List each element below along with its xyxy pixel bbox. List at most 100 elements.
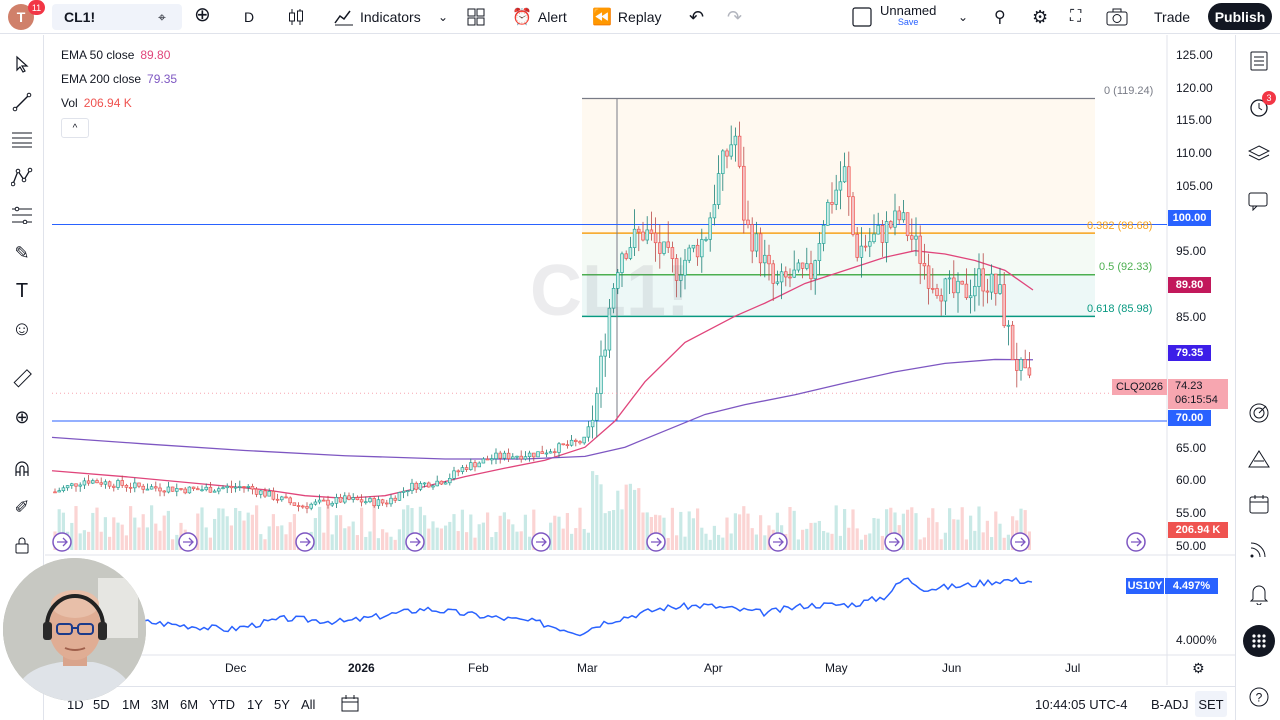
templates-icon[interactable] xyxy=(467,7,485,27)
volume-bar xyxy=(288,522,292,550)
legend-volume[interactable]: Vol 206.94 K xyxy=(61,96,132,110)
candle-body xyxy=(1027,367,1032,376)
candle-body xyxy=(725,150,729,157)
candle-body xyxy=(280,496,284,501)
event-arrow-icon xyxy=(536,537,547,547)
indicators-dropdown-icon[interactable]: ⌄ xyxy=(438,10,449,24)
event-arrow-icon xyxy=(889,537,900,547)
lock-icon[interactable] xyxy=(8,531,36,559)
trend-line-icon[interactable] xyxy=(8,88,36,116)
legend-ema200[interactable]: EMA 200 close 79.35 xyxy=(61,72,177,86)
range-5y[interactable]: 5Y xyxy=(274,697,290,712)
cursor-icon[interactable] xyxy=(8,50,36,78)
zoom-in-icon[interactable]: ⊕ xyxy=(14,406,30,427)
layout-name-button[interactable]: Unnamed Save xyxy=(880,3,936,27)
candle-body xyxy=(838,181,843,191)
clock-timezone[interactable]: 10:44:05 UTC-4 xyxy=(1035,697,1128,712)
candle-body xyxy=(208,486,213,493)
volume-bar xyxy=(633,489,637,550)
volume-bar xyxy=(1023,510,1027,550)
redo-icon[interactable]: ↷ xyxy=(727,6,743,27)
layout-checkbox[interactable] xyxy=(852,7,872,27)
legend-collapse-button[interactable]: ^ xyxy=(61,118,89,138)
candle-body xyxy=(931,288,935,290)
indicators-button[interactable]: Indicators xyxy=(334,7,421,27)
candle-body xyxy=(107,481,112,487)
range-6m[interactable]: 6M xyxy=(180,697,199,712)
settings-gear-icon[interactable]: ⚙ xyxy=(1032,6,1049,27)
snapshot-camera-icon[interactable] xyxy=(1106,7,1128,27)
volume-bar xyxy=(985,520,989,550)
range-1m[interactable]: 1M xyxy=(122,697,141,712)
candle-body xyxy=(511,456,515,459)
magnet-icon[interactable] xyxy=(8,455,36,483)
candle-body xyxy=(288,497,292,504)
target-icon[interactable] xyxy=(1244,399,1274,427)
layout-dropdown-icon[interactable]: ⌄ xyxy=(958,10,969,24)
range-1y[interactable]: 1Y xyxy=(247,697,263,712)
candle-body xyxy=(217,488,221,492)
volume-bar xyxy=(339,515,343,550)
alert-button[interactable]: ⏰ Alert xyxy=(512,7,567,27)
apps-grid-icon[interactable] xyxy=(1243,625,1275,657)
brush-icon[interactable]: ✎ xyxy=(14,242,30,263)
candle-type-icon[interactable] xyxy=(288,7,304,27)
publish-button[interactable]: Publish xyxy=(1208,3,1272,30)
interval-button[interactable]: D xyxy=(244,9,255,25)
replay-button[interactable]: ⏪ Replay xyxy=(592,7,662,27)
candle-body xyxy=(687,247,691,261)
fib-tool-icon[interactable] xyxy=(8,201,36,229)
candle-body xyxy=(842,166,847,183)
candle-body xyxy=(582,436,586,444)
candle-body xyxy=(754,233,759,252)
calendar-icon[interactable] xyxy=(1244,490,1274,518)
axis-settings-icon[interactable]: ⚙ xyxy=(1192,660,1205,676)
candle-body xyxy=(918,235,922,264)
candle-body xyxy=(380,499,385,504)
help-icon[interactable]: ? xyxy=(1244,683,1274,711)
range-all[interactable]: All xyxy=(301,697,316,712)
chat-icon[interactable] xyxy=(1244,187,1274,215)
candle-body xyxy=(95,480,99,484)
ruler-icon[interactable] xyxy=(8,365,36,393)
layers-icon[interactable] xyxy=(1244,140,1274,168)
streams-icon[interactable] xyxy=(1244,535,1274,563)
volume-bar xyxy=(502,512,506,550)
add-symbol-icon[interactable]: ⊕ xyxy=(194,3,211,26)
volume-bar xyxy=(868,533,872,550)
chart-canvas[interactable] xyxy=(45,35,1235,685)
legend-ema50[interactable]: EMA 50 close 89.80 xyxy=(61,48,170,62)
alerts-clock-icon[interactable] xyxy=(1244,93,1274,121)
undo-icon[interactable]: ↶ xyxy=(689,6,705,27)
range-ytd[interactable]: YTD xyxy=(209,697,235,712)
volume-bar xyxy=(964,539,968,550)
date-range-icon[interactable] xyxy=(341,694,361,715)
symbol-search[interactable]: CL1! xyxy=(52,4,182,30)
draw-lock-pencil-icon[interactable]: ✐ xyxy=(14,496,30,517)
candle-body xyxy=(1019,359,1023,371)
text-tool-icon[interactable]: T xyxy=(15,279,29,302)
watchlist-icon[interactable] xyxy=(1244,47,1274,75)
candle-body xyxy=(952,277,956,294)
volume-bar xyxy=(805,528,809,550)
candle-body xyxy=(431,485,435,488)
quick-search-icon[interactable]: ⚲ xyxy=(994,9,1006,26)
candle-body xyxy=(347,495,351,500)
emoji-icon[interactable]: ☺ xyxy=(11,317,33,340)
compare-symbol-icon[interactable]: ⌖ xyxy=(158,8,166,25)
b-adj-toggle[interactable]: B-ADJ xyxy=(1151,697,1189,712)
price-tag-ema200: 79.35 xyxy=(1168,345,1211,361)
fullscreen-icon[interactable]: ⛶ xyxy=(1070,8,1082,25)
range-5d[interactable]: 5D xyxy=(93,697,110,712)
notifications-bell-icon[interactable] xyxy=(1244,580,1274,608)
pattern-tool-icon[interactable] xyxy=(8,163,36,191)
horizontal-lines-icon[interactable] xyxy=(8,125,36,153)
ideas-icon[interactable] xyxy=(1244,445,1274,473)
trade-button[interactable]: Trade xyxy=(1154,9,1191,25)
candle-body xyxy=(414,482,418,490)
candles-icon xyxy=(289,9,303,25)
session-toggle[interactable]: SET xyxy=(1195,691,1227,717)
candle-body xyxy=(742,165,746,221)
candle-body xyxy=(448,478,452,484)
range-3m[interactable]: 3M xyxy=(151,697,170,712)
